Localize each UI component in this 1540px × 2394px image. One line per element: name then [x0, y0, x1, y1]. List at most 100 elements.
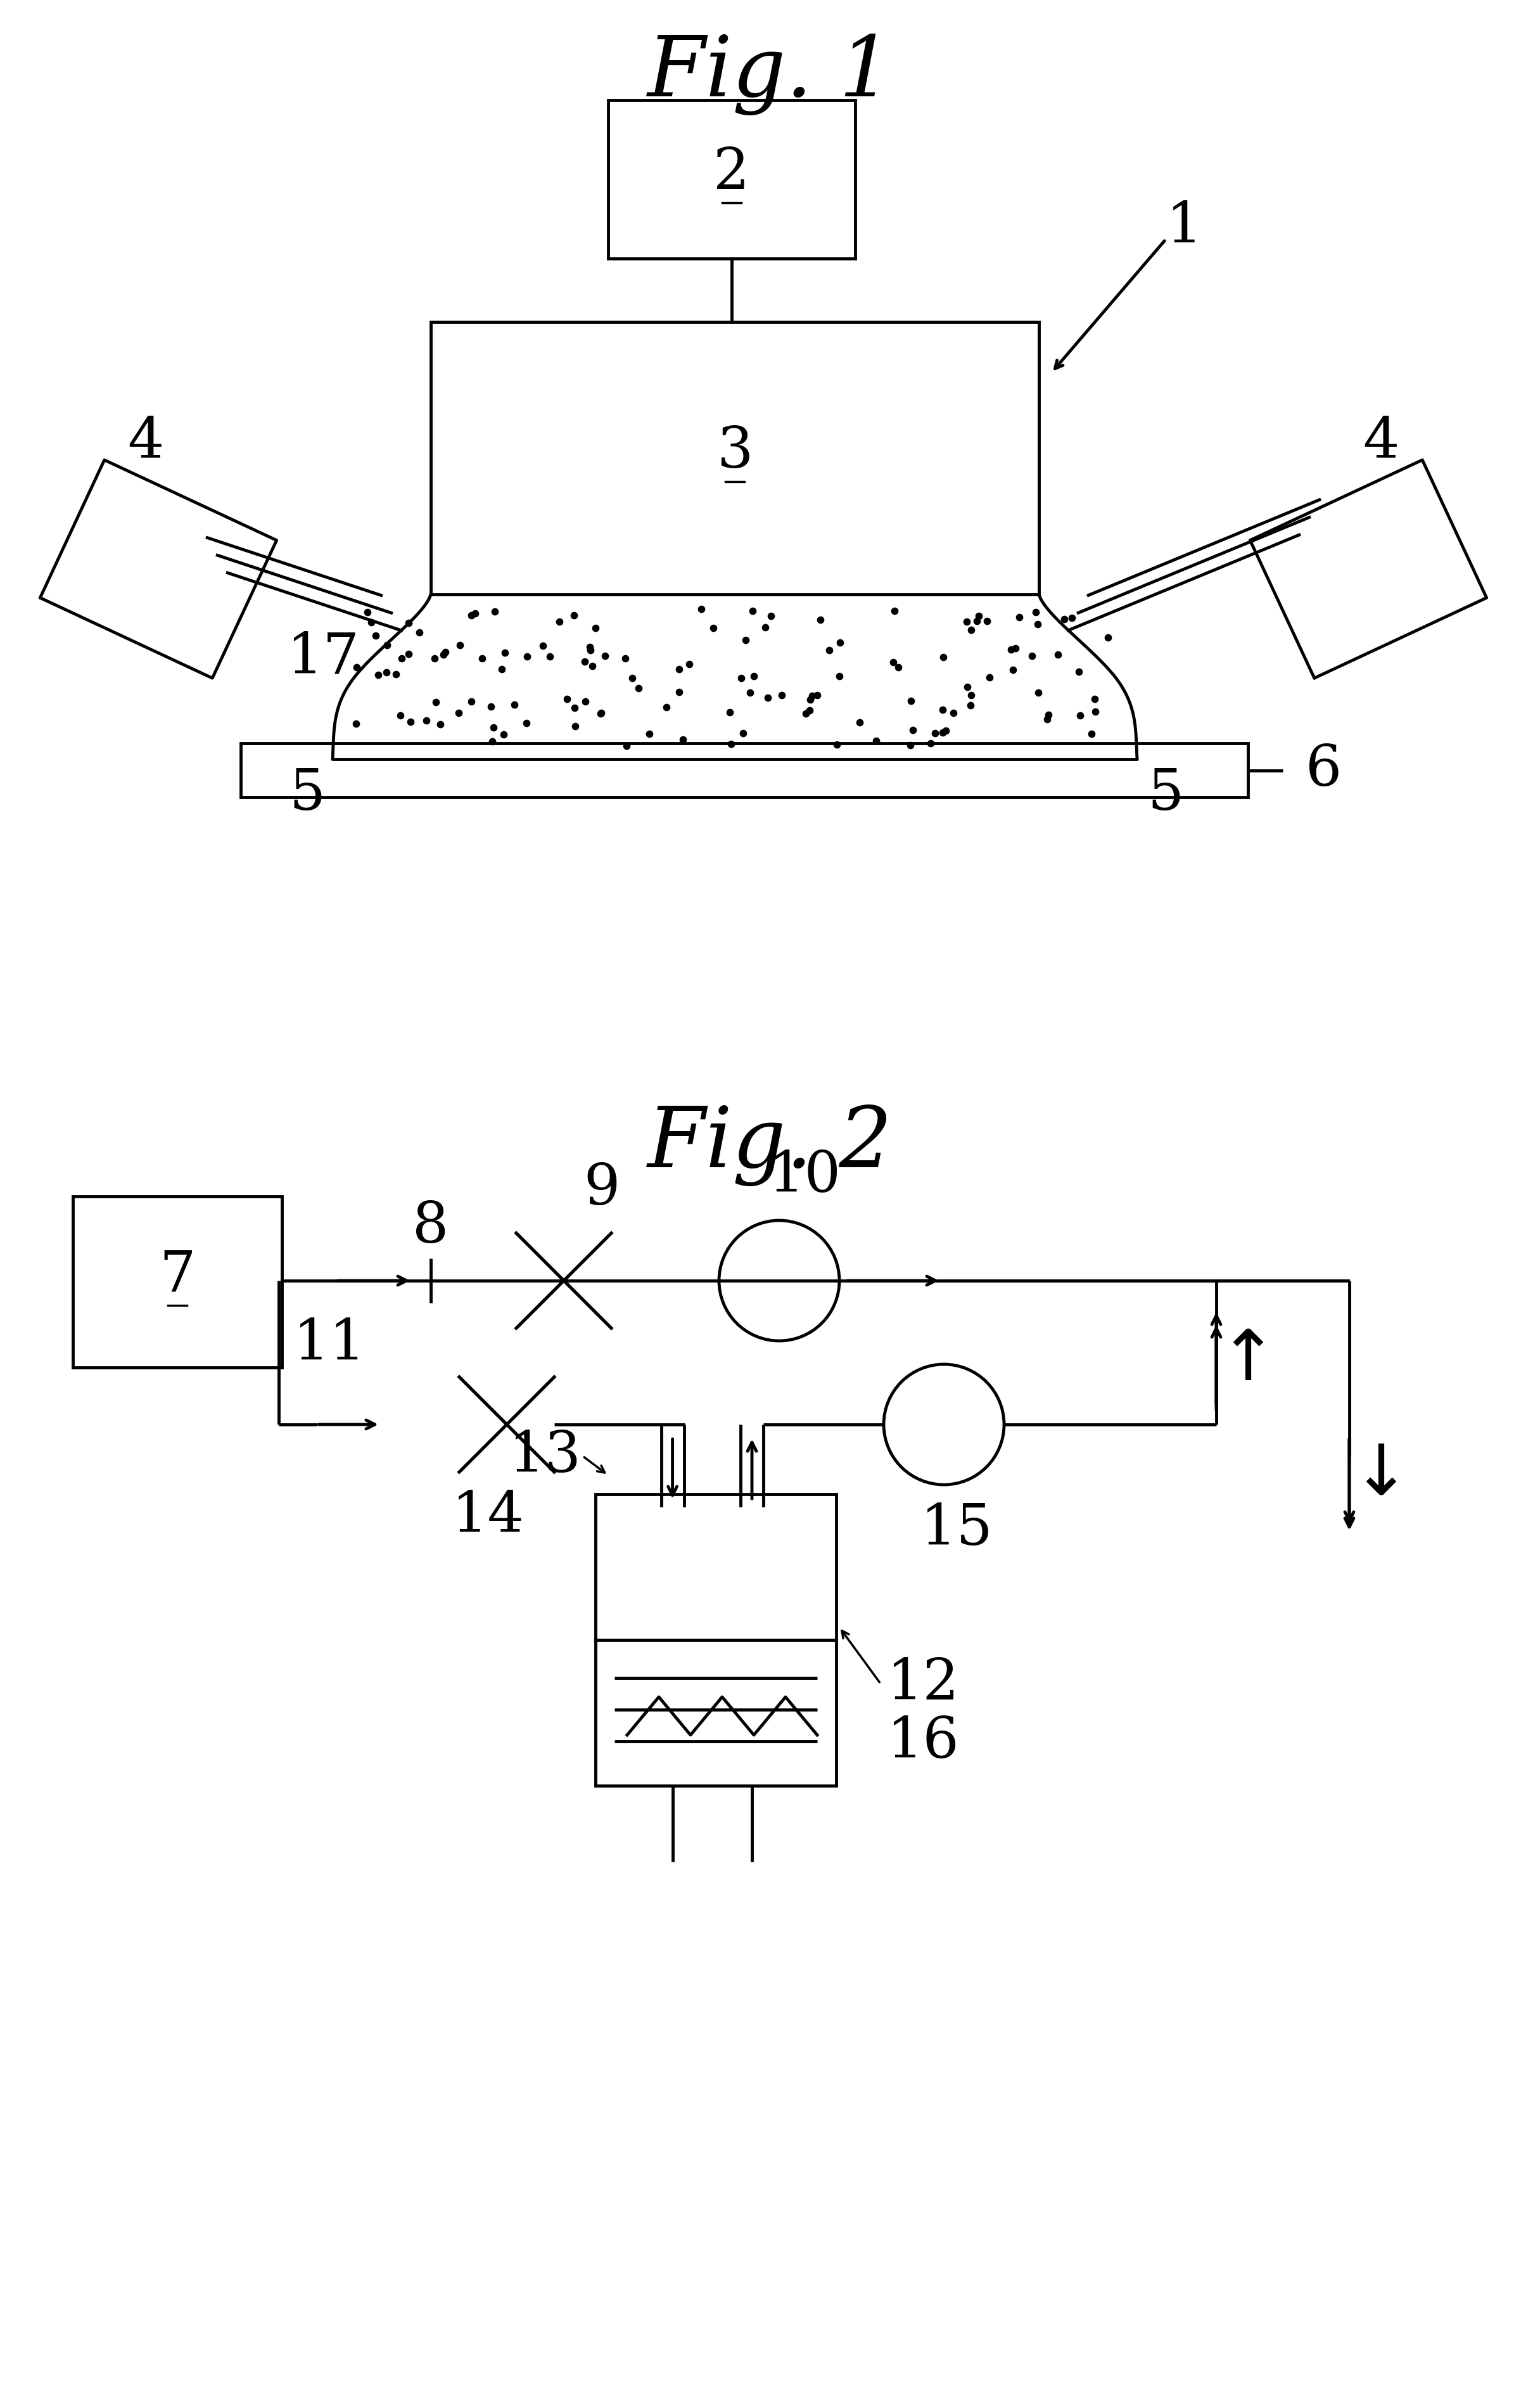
Point — [356, 594, 380, 632]
Point — [1080, 716, 1104, 754]
Text: 6: 6 — [1306, 742, 1343, 797]
Text: Fig. 1: Fig. 1 — [647, 34, 892, 115]
Bar — [72, 1197, 282, 1367]
Point — [447, 694, 471, 733]
Point — [493, 634, 517, 673]
Text: 13: 13 — [508, 1429, 581, 1484]
Text: 12: 12 — [887, 1657, 959, 1712]
Point — [502, 685, 527, 723]
Text: 9: 9 — [584, 1161, 621, 1216]
Point — [1046, 634, 1070, 673]
Point — [554, 680, 579, 718]
Point — [955, 603, 979, 642]
Point — [739, 591, 764, 630]
Point — [1003, 630, 1027, 668]
Point — [363, 618, 388, 656]
Point — [738, 673, 762, 711]
Point — [758, 596, 782, 634]
Point — [825, 725, 850, 764]
Point — [1024, 594, 1049, 632]
Text: 8: 8 — [413, 1199, 450, 1254]
Text: 3: 3 — [716, 424, 753, 479]
Point — [547, 603, 571, 642]
Point — [829, 622, 853, 661]
Point — [932, 637, 956, 675]
Text: ↑: ↑ — [1218, 1326, 1278, 1396]
Point — [573, 682, 598, 721]
Point — [1036, 697, 1061, 735]
Point — [701, 608, 725, 646]
Point — [955, 668, 979, 706]
Point — [530, 627, 554, 666]
Point — [422, 639, 447, 678]
Point — [1096, 618, 1121, 656]
Point — [388, 697, 413, 735]
Bar — [596, 1494, 836, 1640]
Point — [728, 658, 753, 697]
Point — [480, 709, 505, 747]
Text: ↓: ↓ — [1352, 1441, 1411, 1508]
Point — [514, 704, 539, 742]
Point — [345, 649, 370, 687]
Point — [343, 704, 368, 742]
Point — [941, 694, 966, 733]
Point — [424, 682, 448, 721]
Point — [459, 682, 484, 721]
Point — [918, 723, 942, 761]
Point — [676, 644, 701, 682]
Point — [588, 694, 613, 733]
Point — [1083, 680, 1107, 718]
Point — [459, 596, 484, 634]
Point — [964, 601, 989, 639]
Text: 5: 5 — [290, 766, 325, 821]
Point — [564, 706, 588, 745]
Point — [482, 594, 507, 632]
Point — [975, 601, 999, 639]
Bar — [608, 101, 855, 259]
Point — [1069, 697, 1093, 735]
Text: Fig. 2: Fig. 2 — [647, 1104, 892, 1187]
Point — [374, 625, 399, 663]
Point — [399, 701, 424, 740]
Point — [470, 639, 494, 678]
Point — [1026, 606, 1050, 644]
Text: 5: 5 — [1147, 766, 1184, 821]
Point — [930, 713, 955, 752]
Point — [491, 716, 516, 754]
Point — [627, 668, 651, 706]
Point — [593, 637, 618, 675]
Text: 10: 10 — [768, 1149, 841, 1204]
Point — [433, 632, 457, 670]
Point — [670, 721, 695, 759]
Point — [396, 603, 420, 642]
Point — [847, 704, 872, 742]
Point — [733, 620, 758, 658]
Point — [799, 678, 824, 716]
Point — [818, 632, 842, 670]
Point — [588, 694, 613, 733]
Text: 11: 11 — [293, 1317, 367, 1372]
Point — [999, 630, 1024, 668]
Point — [667, 673, 691, 711]
Point — [581, 646, 605, 685]
Point — [447, 627, 471, 666]
Point — [885, 649, 910, 687]
Bar — [431, 321, 1040, 594]
Point — [966, 596, 990, 634]
Point — [1035, 699, 1060, 737]
Point — [898, 682, 922, 721]
Point — [1026, 673, 1050, 711]
Text: 16: 16 — [887, 1714, 959, 1769]
Point — [562, 689, 587, 728]
Text: 14: 14 — [451, 1489, 524, 1544]
Point — [537, 637, 562, 675]
Point — [431, 637, 456, 675]
Point — [798, 692, 822, 730]
Point — [798, 680, 822, 718]
Point — [1019, 637, 1044, 675]
Text: 2: 2 — [713, 146, 750, 201]
Point — [793, 694, 818, 733]
Point — [365, 656, 390, 694]
Point — [464, 594, 488, 632]
Point — [1060, 598, 1084, 637]
